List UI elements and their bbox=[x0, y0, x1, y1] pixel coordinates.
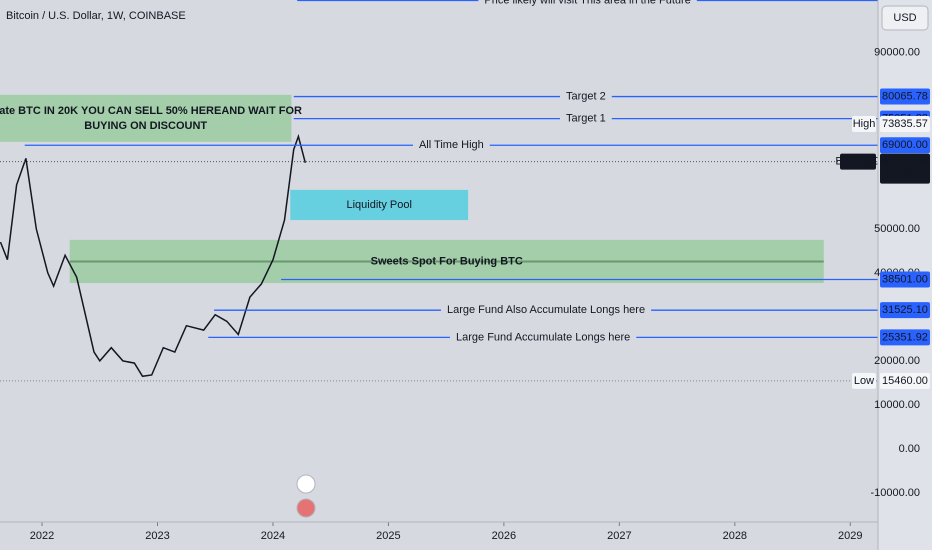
x-tick-label: 2029 bbox=[838, 530, 862, 542]
zone-label: ulate BTC IN 20K YOU CAN SELL 50% HEREAN… bbox=[0, 105, 302, 117]
level-label-bg bbox=[450, 331, 637, 344]
marker-tag: Low bbox=[854, 375, 874, 387]
price-label-bg bbox=[880, 115, 930, 132]
price-label: 69000.00 bbox=[882, 139, 928, 151]
level-label-bg bbox=[559, 90, 612, 103]
zone bbox=[0, 94, 292, 142]
x-tick-label: 2024 bbox=[261, 530, 285, 542]
zone-label: Sweets Spot For Buying BTC bbox=[371, 255, 523, 267]
x-tick-label: 2022 bbox=[30, 530, 54, 542]
level-label-bg bbox=[440, 304, 652, 317]
countdown: 11:59:17 bbox=[884, 169, 926, 181]
currency[interactable]: USD bbox=[893, 12, 916, 24]
y-tick-label: 90000.00 bbox=[874, 47, 920, 59]
level-label: Large Fund Also Accumulate Longs here bbox=[447, 304, 645, 316]
level-label: Target 1 bbox=[566, 113, 606, 125]
level-label-bg bbox=[559, 112, 612, 125]
y-tick-label: -10000.00 bbox=[870, 487, 920, 499]
price-label: 80065.78 bbox=[882, 90, 928, 102]
x-tick-label: 2027 bbox=[607, 530, 631, 542]
price-label: 38501.00 bbox=[882, 273, 928, 285]
zone-label: BUYING ON DISCOUNT bbox=[84, 120, 207, 132]
x-tick-label: 2028 bbox=[723, 530, 747, 542]
event-icon[interactable] bbox=[296, 474, 316, 494]
x-tick-label: 2026 bbox=[492, 530, 516, 542]
x-tick-label: 2023 bbox=[145, 530, 169, 542]
zone bbox=[290, 189, 469, 221]
price-label: 73835.57 bbox=[882, 118, 928, 130]
level-label-bg bbox=[412, 139, 490, 152]
price-label-bg bbox=[880, 372, 930, 389]
price-label-bg bbox=[880, 302, 930, 319]
event-icon[interactable] bbox=[296, 498, 316, 518]
marker-tag: BTCUSD bbox=[835, 155, 880, 167]
price-label-bg bbox=[880, 153, 930, 184]
currency-button[interactable] bbox=[881, 5, 929, 31]
price-label: 31525.10 bbox=[882, 304, 928, 316]
y-tick-label: 50000.00 bbox=[874, 223, 920, 235]
level-label: Target 2 bbox=[566, 90, 606, 102]
price-line bbox=[0, 133, 307, 378]
x-tick-label: 2025 bbox=[376, 530, 400, 542]
marker-tag-bg bbox=[852, 115, 876, 132]
price-label-bg bbox=[880, 329, 930, 346]
level-label: All Time High bbox=[419, 139, 484, 151]
marker-tag-bg bbox=[852, 372, 876, 389]
level-label: Price likely will visit This area in the… bbox=[484, 0, 690, 6]
y-tick-label: 20000.00 bbox=[874, 355, 920, 367]
y-tick-label: 0.00 bbox=[899, 443, 920, 455]
marker-tag-bg bbox=[840, 153, 876, 170]
price-label-bg bbox=[880, 271, 930, 288]
price-label-bg bbox=[880, 137, 930, 154]
y-tick-label: 10000.00 bbox=[874, 399, 920, 411]
zone-label: Liquidity Pool bbox=[346, 199, 411, 211]
chart-title: Bitcoin / U.S. Dollar, 1W, COINBASE bbox=[6, 10, 186, 22]
marker-tag: High bbox=[853, 118, 876, 130]
price-label: 15460.00 bbox=[882, 375, 928, 387]
price-label: 65291.59 bbox=[882, 155, 928, 167]
price-label-bg bbox=[880, 88, 930, 105]
level-label: Large Fund Accumulate Longs here bbox=[456, 331, 630, 343]
level-label-bg bbox=[478, 0, 697, 7]
price-label: 25351.92 bbox=[882, 331, 928, 343]
